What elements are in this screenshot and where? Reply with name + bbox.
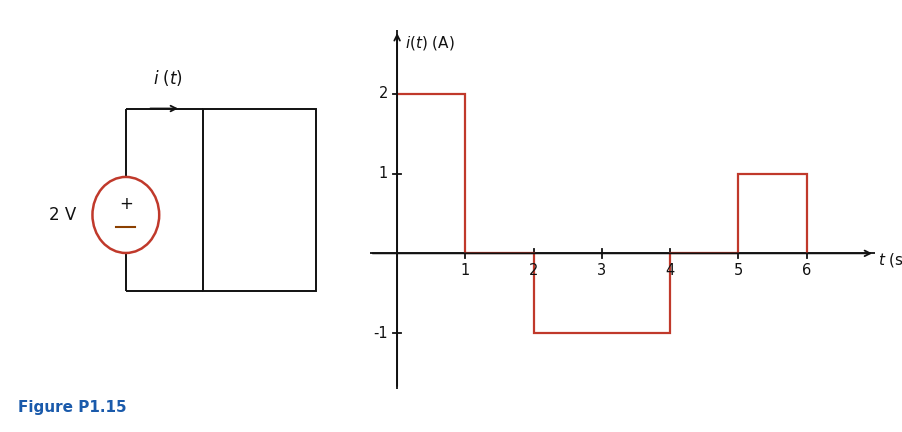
Circle shape [93, 177, 159, 253]
Text: $i$ $(t)$: $i$ $(t)$ [152, 68, 182, 88]
Text: $+$: $+$ [119, 195, 133, 213]
Text: 4: 4 [666, 263, 675, 277]
Bar [203, 108, 316, 291]
Text: 6: 6 [802, 263, 811, 277]
Text: 2 V: 2 V [49, 206, 76, 224]
Text: -1: -1 [373, 326, 388, 340]
Text: 5: 5 [734, 263, 743, 277]
Text: 2: 2 [529, 263, 538, 277]
Text: $i(t)$ (A): $i(t)$ (A) [405, 34, 456, 52]
Text: $t$ (s): $t$ (s) [879, 251, 902, 269]
Text: 1: 1 [461, 263, 470, 277]
Text: 1: 1 [379, 166, 388, 181]
Text: 2: 2 [379, 86, 388, 102]
Text: 3: 3 [597, 263, 606, 277]
Text: Figure P1.15: Figure P1.15 [18, 400, 126, 415]
